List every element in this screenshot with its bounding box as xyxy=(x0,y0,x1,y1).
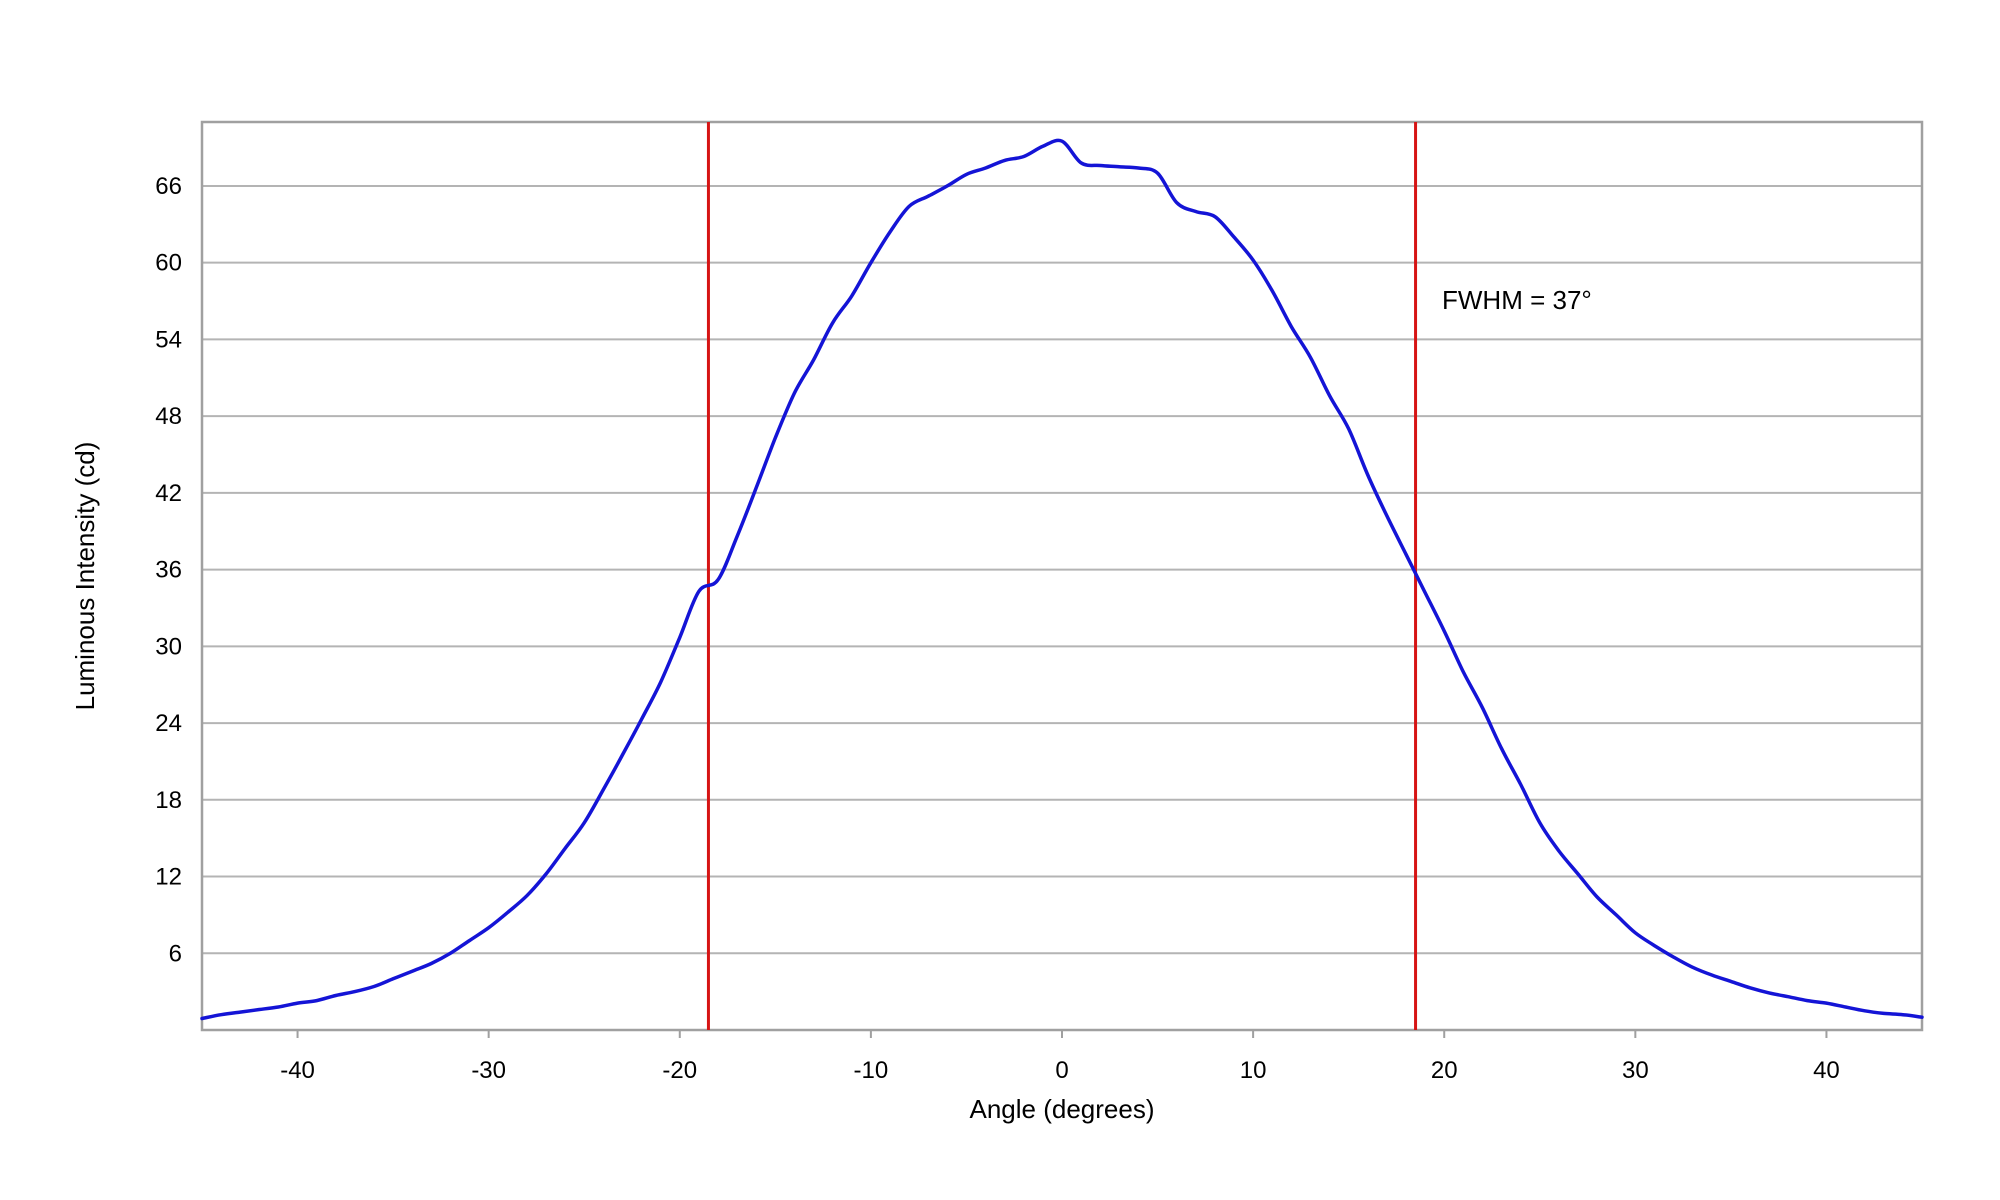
y-tick-label: 54 xyxy=(155,326,182,353)
y-tick-labels: 6 12 18 24 30 36 42 48 54 60 66 xyxy=(155,173,182,967)
y-tick-label: 42 xyxy=(155,480,182,507)
fwhm-annotation: FWHM = 37° xyxy=(1442,285,1592,315)
y-tick-label: 18 xyxy=(155,787,182,814)
x-tick-label: 40 xyxy=(1813,1057,1840,1084)
y-tick-label: 60 xyxy=(155,250,182,277)
x-tick-label: -10 xyxy=(854,1057,889,1084)
x-tick-label: 0 xyxy=(1055,1057,1068,1084)
x-tick-label: 30 xyxy=(1622,1057,1649,1084)
x-tick-label: -20 xyxy=(662,1057,697,1084)
intensity-series-line xyxy=(200,138,1924,1021)
x-tick-label: -30 xyxy=(471,1057,506,1084)
x-tick-label: 20 xyxy=(1431,1057,1458,1084)
y-gridlines xyxy=(202,184,1922,955)
y-tick-label: 66 xyxy=(155,173,182,200)
y-tick-label: 24 xyxy=(155,710,182,737)
y-tick-label: 12 xyxy=(155,864,182,891)
y-axis-title: Luminous Intensity (cd) xyxy=(70,442,100,711)
x-axis-title: Angle (degrees) xyxy=(970,1094,1155,1124)
x-tick-labels: -40 -30 -20 -10 0 10 20 30 40 xyxy=(280,1030,1840,1084)
y-tick-label: 30 xyxy=(155,633,182,660)
y-tick-label: 48 xyxy=(155,403,182,430)
y-tick-label: 36 xyxy=(155,557,182,584)
x-tick-label: -40 xyxy=(280,1057,315,1084)
x-tick-label: 10 xyxy=(1240,1057,1267,1084)
y-tick-label: 6 xyxy=(169,940,182,967)
